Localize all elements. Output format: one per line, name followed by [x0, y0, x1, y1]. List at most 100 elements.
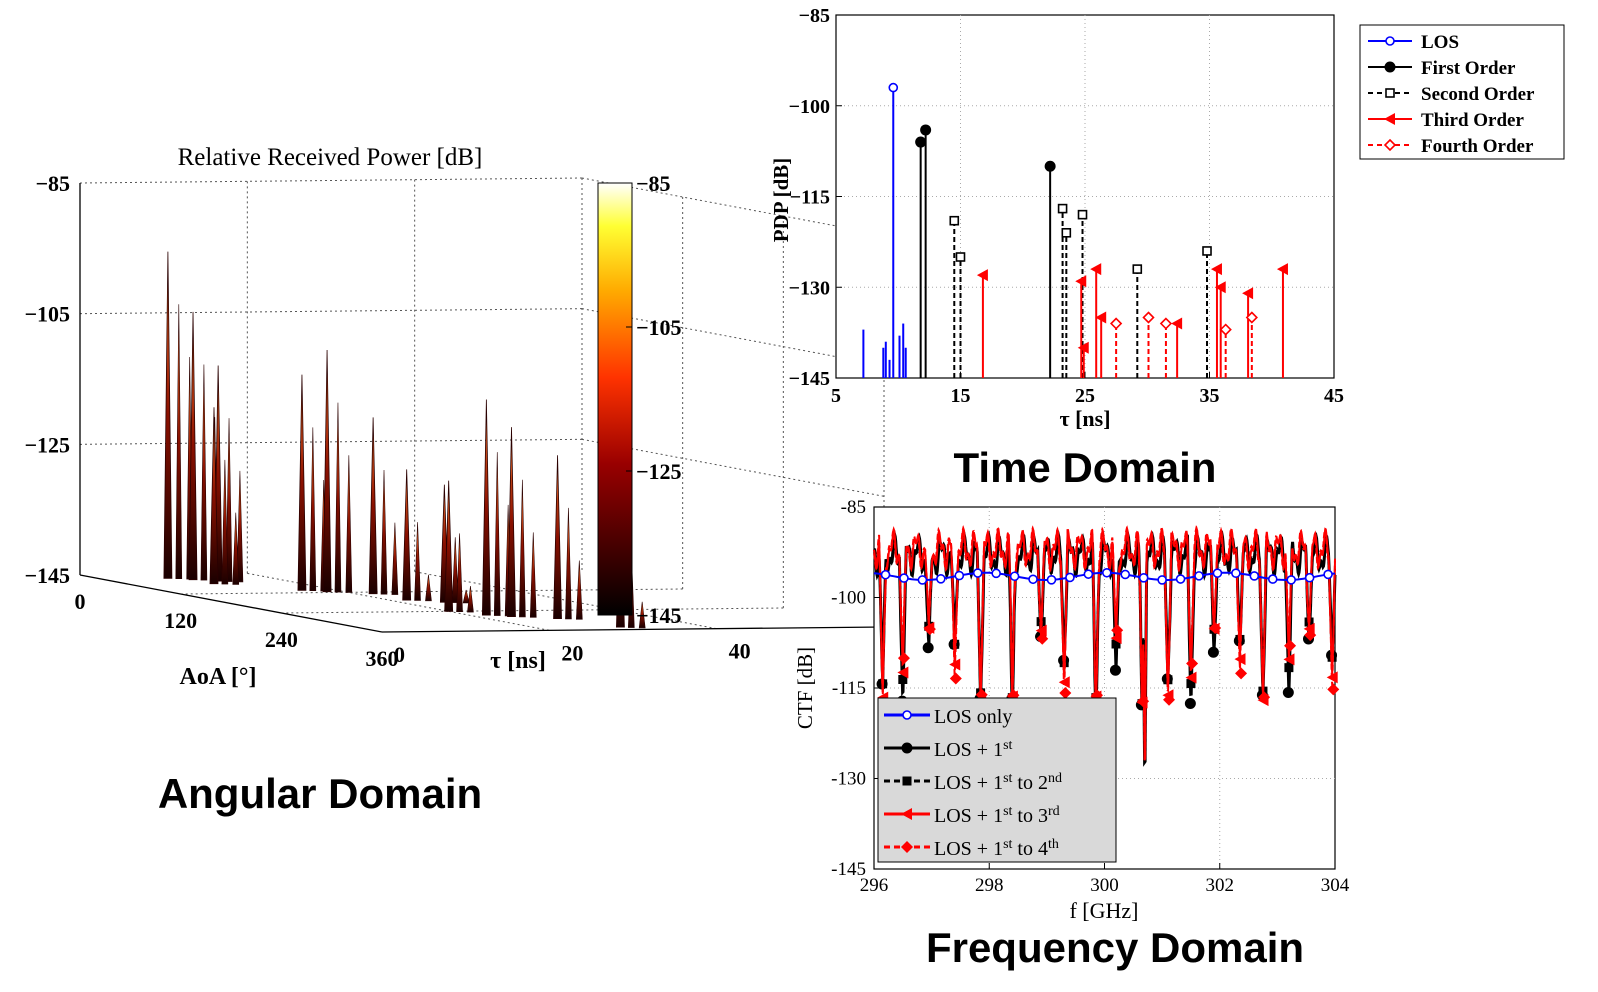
angular-peak-sliver: [519, 479, 526, 618]
freq-series-marker: [880, 569, 891, 580]
angular-peak: [481, 399, 491, 616]
freq-legend-text: to 4: [1012, 838, 1048, 860]
freq-series-marker: [1303, 622, 1315, 635]
freq-legend-text: LOS + 1: [934, 805, 1003, 827]
colorbar: −85 −105 −125 −145: [597, 171, 682, 628]
time-legend-marker: [1384, 113, 1395, 125]
time-x-tick-label: 5: [831, 385, 841, 407]
freq-series-marker: [1284, 663, 1294, 673]
freq-series-marker: [1110, 632, 1122, 645]
angular-surface-peaks: [163, 251, 646, 629]
angular-x-axis-label: AoA [°]: [180, 664, 257, 690]
time-stem-marker: [1276, 263, 1288, 276]
angular-peak-sliver: [456, 533, 463, 613]
freq-legend-text: to 3: [1012, 805, 1048, 827]
angular-y-axis-label: τ [ns]: [490, 648, 546, 674]
freq-series-marker: [936, 574, 946, 584]
freq-x-tick-label: 302: [1206, 875, 1235, 896]
angular-3d-box: [79, 177, 885, 633]
freq-series-marker: [1136, 696, 1148, 709]
freq-plot-lines: [873, 524, 1340, 767]
colorbar-tick-label: −145: [636, 603, 682, 628]
freq-series-marker: [1058, 676, 1070, 689]
time-legend-label: Second Order: [1421, 84, 1535, 105]
freq-legend-marker: [901, 808, 912, 820]
freq-legend-superscript: st: [1003, 804, 1012, 819]
freq-legend-text: to 2: [1012, 772, 1048, 794]
freq-series-marker: [1283, 653, 1295, 666]
time-stem-marker: [1061, 228, 1072, 238]
freq-y-tick-label: -100: [831, 588, 866, 609]
angular-peak-sliver: [414, 522, 421, 601]
freq-legend-marker: [901, 841, 913, 853]
freq-plot-grid: [874, 507, 1335, 869]
freq-series-marker: [1111, 639, 1121, 649]
angular-peak: [368, 417, 378, 595]
freq-series-marker: [899, 573, 909, 583]
time-stem-marker: [888, 82, 899, 93]
time-stem-marker: [955, 252, 966, 262]
angular-grid-line: [79, 177, 583, 184]
freq-x-tick-label: 298: [975, 875, 1004, 896]
freq-series-marker: [1102, 567, 1112, 578]
colorbar-ticks: −85 −105 −125 −145: [626, 171, 682, 628]
time-legend-label: Third Order: [1421, 110, 1524, 131]
angular-peak: [163, 251, 173, 579]
angular-peak: [444, 480, 454, 612]
angular-z-tick-label: −85: [35, 171, 70, 196]
freq-series-marker: [949, 672, 962, 685]
angular-peak-sliver: [493, 452, 501, 616]
freq-legend-superscript: st: [1003, 837, 1012, 852]
freq-series-marker: [949, 658, 961, 671]
freq-legend-text: LOS + 1: [934, 772, 1003, 794]
time-stem-marker: [1171, 317, 1183, 330]
angular-peak-sliver: [451, 537, 459, 603]
freq-y-axis-label: CTF [dB]: [793, 647, 817, 729]
colorbar-tick-label: −85: [636, 171, 671, 196]
angular-y-axis: [381, 626, 885, 633]
freq-y-tick-label: -85: [841, 497, 866, 518]
freq-legend-label: LOS only: [934, 706, 1012, 728]
angular-peak-sliver: [565, 507, 572, 620]
time-stem-marker: [1245, 311, 1258, 324]
time-legend-marker: [1384, 61, 1396, 73]
freq-series-marker: [923, 621, 935, 634]
time-stem-marker: [1219, 323, 1232, 336]
time-stem-marker: [1242, 287, 1254, 300]
freq-series-marker: [1257, 694, 1269, 707]
angular-grid-line: [180, 588, 683, 595]
angular-chart-title: Relative Received Power [dB]: [178, 144, 483, 171]
time-stem-marker: [1214, 281, 1226, 294]
angular-peak-sliver: [309, 427, 317, 591]
angular-x-tick-label: 240: [265, 627, 298, 652]
time-stem-marker: [1095, 311, 1107, 324]
time-stem-marker: [1090, 263, 1102, 276]
angular-peak-sliver: [200, 364, 208, 581]
freq-series-marker: [1009, 571, 1020, 582]
angular-z-tick-label: −145: [24, 563, 70, 588]
freq-series-marker: [917, 575, 928, 585]
freq-series-marker: [1267, 574, 1278, 584]
angular-peak: [553, 455, 562, 619]
freq-y-tick-label: -145: [831, 859, 866, 880]
freq-legend-superscript: st: [1003, 771, 1012, 786]
freq-series-marker: [1109, 664, 1121, 676]
time-x-tick-label: 45: [1324, 385, 1344, 407]
freq-series-marker: [1212, 568, 1223, 578]
freq-legend-superscript: st: [1003, 738, 1012, 753]
freq-series-marker: [1326, 671, 1338, 684]
angular-peak-sliver: [425, 574, 432, 602]
time-domain-panel: 5 15 25 35 45 −85 −100 −115 −130 −145 τ [ns] PDP …: [769, 5, 1565, 491]
time-legend-label: Fourth Order: [1421, 136, 1534, 157]
freq-series-marker: [1035, 624, 1047, 637]
freq-series-marker: [1185, 671, 1197, 684]
angular-peak-sliver: [467, 585, 474, 613]
freq-y-tick-label: -130: [831, 769, 866, 790]
angular-grid-line: [79, 308, 583, 315]
freq-legend-superscript: rd: [1048, 804, 1060, 819]
angular-grid-line: [414, 571, 717, 630]
frequency-domain-panel: 296 298 300 302 304 -85 -100 -115 -130 -145 f [GH…: [793, 497, 1350, 971]
angular-peak-sliver: [575, 560, 583, 620]
freq-series-marker: [1184, 698, 1196, 710]
